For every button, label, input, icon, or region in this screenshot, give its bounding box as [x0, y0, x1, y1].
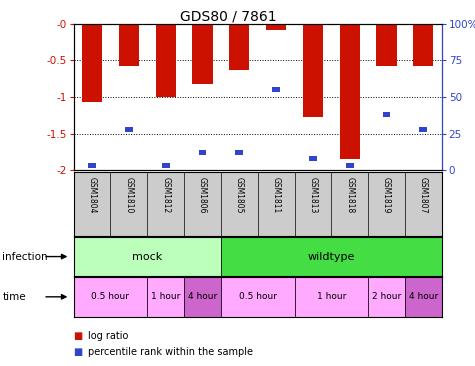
Text: 0.5 hour: 0.5 hour [238, 292, 276, 301]
Bar [88, 163, 96, 168]
Bar [155, 24, 176, 97]
Bar [199, 150, 206, 155]
Bar [340, 24, 360, 159]
Bar [266, 24, 286, 30]
Text: GSM1805: GSM1805 [235, 177, 244, 214]
Bar [82, 24, 102, 102]
Bar [272, 87, 280, 92]
Bar [221, 237, 442, 276]
Text: mock: mock [132, 251, 162, 262]
Bar [303, 24, 323, 117]
Text: GSM1806: GSM1806 [198, 177, 207, 214]
Text: 4 hour: 4 hour [408, 292, 438, 301]
Text: GSM1804: GSM1804 [87, 177, 96, 214]
Text: GSM1818: GSM1818 [345, 177, 354, 213]
Bar [309, 156, 317, 161]
Text: time: time [2, 292, 26, 302]
Bar [119, 24, 139, 66]
Text: 2 hour: 2 hour [372, 292, 401, 301]
Text: 1 hour: 1 hour [151, 292, 180, 301]
Bar [74, 237, 221, 276]
Text: infection: infection [2, 251, 48, 262]
Bar [405, 277, 442, 317]
Text: GSM1812: GSM1812 [161, 177, 170, 213]
Bar [294, 277, 368, 317]
Bar [413, 24, 434, 66]
Text: percentile rank within the sample: percentile rank within the sample [88, 347, 253, 357]
Text: log ratio: log ratio [88, 331, 128, 341]
Bar [192, 24, 213, 84]
Bar [236, 150, 243, 155]
Text: 4 hour: 4 hour [188, 292, 217, 301]
Text: 1 hour: 1 hour [317, 292, 346, 301]
Bar [74, 277, 147, 317]
Bar [162, 163, 170, 168]
Bar [147, 277, 184, 317]
Bar [346, 163, 353, 168]
Text: GSM1811: GSM1811 [272, 177, 281, 213]
Text: GSM1807: GSM1807 [419, 177, 428, 214]
Bar [368, 277, 405, 317]
Bar [184, 277, 221, 317]
Bar [383, 112, 390, 117]
Text: GSM1810: GSM1810 [124, 177, 133, 213]
Bar [221, 277, 294, 317]
Text: 0.5 hour: 0.5 hour [91, 292, 129, 301]
Text: ■: ■ [74, 331, 83, 341]
Text: GDS80 / 7861: GDS80 / 7861 [180, 9, 276, 23]
Text: GSM1819: GSM1819 [382, 177, 391, 213]
Text: ■: ■ [74, 347, 83, 357]
Bar [376, 24, 397, 66]
Bar [125, 127, 133, 132]
Text: GSM1813: GSM1813 [308, 177, 317, 213]
Bar [419, 127, 427, 132]
Text: wildtype: wildtype [308, 251, 355, 262]
Bar [229, 24, 249, 70]
